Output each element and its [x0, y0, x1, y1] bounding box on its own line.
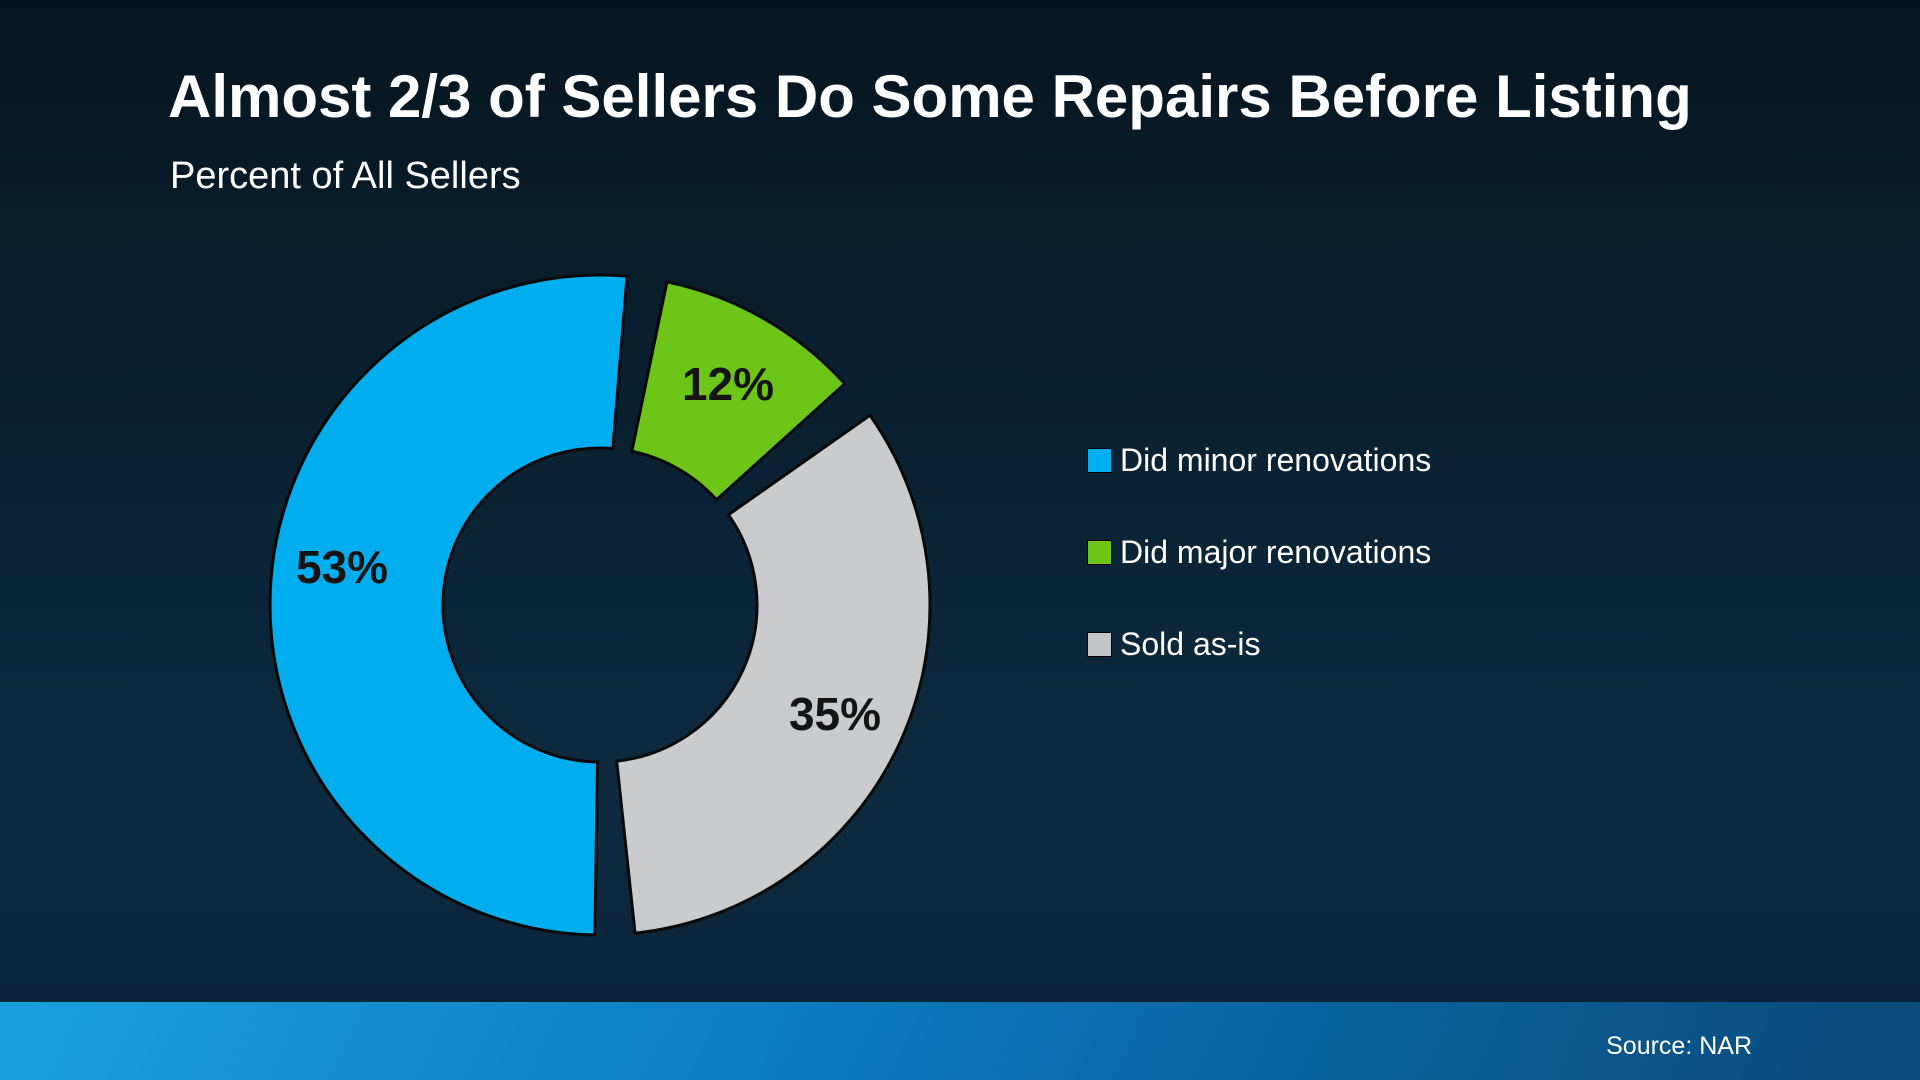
svg-text:35%: 35%	[789, 688, 881, 740]
svg-text:12%: 12%	[682, 358, 774, 410]
svg-text:53%: 53%	[296, 541, 388, 593]
